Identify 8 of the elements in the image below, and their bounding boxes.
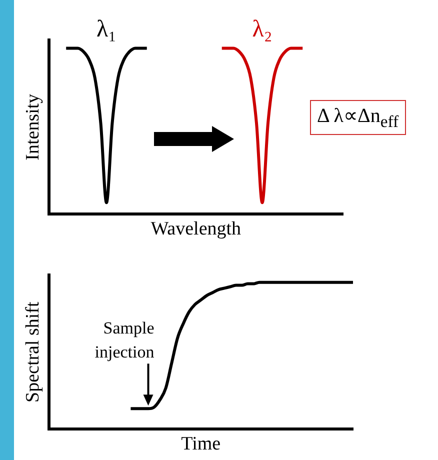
annotation: Δ λ∝Δn$_{eff}$ — [310, 100, 406, 135]
y-axis-title: Spectral shift — [22, 300, 44, 402]
series-label: λ₁ — [96, 16, 116, 43]
series-label: λ₂ — [252, 16, 272, 43]
x-axis-title: Time — [181, 434, 221, 455]
annotation: Sample injection — [94, 318, 155, 362]
x-axis-title: Wavelength — [150, 218, 242, 240]
y-axis-title: Intensity — [22, 93, 44, 160]
